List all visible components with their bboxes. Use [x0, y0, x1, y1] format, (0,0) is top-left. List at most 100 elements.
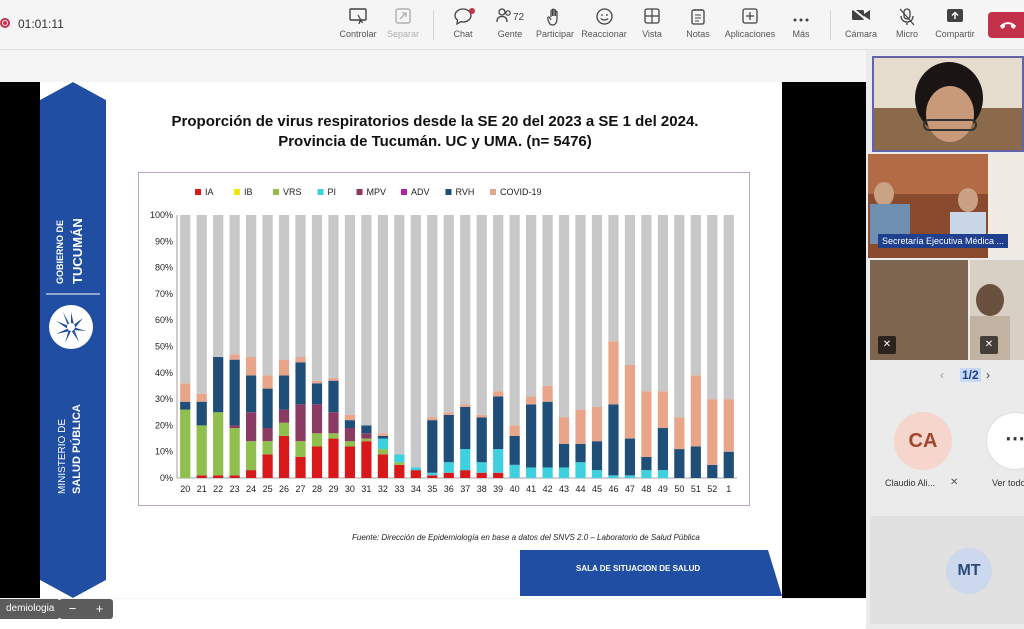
bar-segment [361, 438, 372, 442]
bar-segment [526, 404, 537, 468]
control-icon [332, 8, 384, 28]
video-tile-4[interactable]: ✕ [970, 260, 1024, 360]
bar-segment-rest [213, 215, 224, 358]
bar-segment-rest [246, 215, 257, 358]
legend-label: ADV [411, 187, 430, 197]
grid-icon [626, 8, 678, 28]
more-participants-button[interactable]: ⋯ [986, 412, 1024, 470]
chat-button[interactable]: Chat [437, 8, 489, 46]
raise-hand-icon [529, 8, 581, 28]
bar-segment-rest [410, 215, 421, 468]
gente-button[interactable]: 72 Gente [484, 8, 536, 46]
leave-call-button[interactable] [988, 12, 1024, 38]
people-icon [496, 8, 511, 23]
footer-label: SALA DE SITUACION DE SALUD [576, 564, 701, 573]
video-tile-secretaria[interactable]: Secretaría Ejecutiva Médica ... [868, 154, 1024, 258]
shared-screen: GOBIERNO DE TUCUMÁN MINISTERIO DE SALUD … [0, 82, 866, 598]
bar-segment [344, 414, 356, 421]
zoom-in-button[interactable]: + [95, 601, 104, 616]
document-tab[interactable]: demiologia [0, 599, 61, 619]
bar-segment [180, 409, 191, 478]
x-tick-label: 45 [592, 484, 602, 494]
x-tick-label: 52 [707, 484, 717, 494]
bar-segment [246, 412, 257, 442]
legend-label: IA [205, 187, 214, 197]
bar-segment [394, 462, 405, 465]
bar-segment [361, 433, 372, 439]
notes-icon [672, 8, 724, 28]
next-page-button[interactable]: › [986, 368, 990, 382]
bar-segment [476, 462, 487, 473]
micro-button[interactable]: Micro [881, 8, 933, 46]
bar-segment [246, 470, 257, 478]
x-tick-label: 21 [197, 484, 207, 494]
x-tick-label: 26 [279, 484, 289, 494]
bar-segment-rest [394, 215, 405, 455]
x-tick-label: 27 [296, 484, 306, 494]
bar-segment [591, 406, 603, 442]
mic-off-icon: ✕ [950, 477, 959, 488]
bar-segment [641, 456, 652, 471]
bar-segment-rest [361, 215, 372, 426]
bar-segment [526, 467, 537, 478]
bar-segment [657, 391, 668, 429]
bar-segment [361, 425, 372, 434]
reaccionar-button[interactable]: Reaccionar [578, 8, 630, 46]
bar-segment [641, 470, 652, 478]
compartir-button[interactable]: Compartir [929, 8, 981, 46]
bar-segment [460, 449, 471, 471]
x-tick-label: 37 [460, 484, 470, 494]
mas-button[interactable]: Más [775, 8, 827, 46]
participant-tile-mt[interactable]: MT [870, 516, 1024, 624]
aplicaciones-button[interactable]: Aplicaciones [720, 8, 780, 46]
notas-button[interactable]: Notas [672, 8, 724, 46]
bar-segment [311, 446, 323, 478]
x-tick-label: 25 [263, 484, 273, 494]
bar-segment [262, 441, 273, 455]
bar-segment-rest [196, 215, 207, 394]
bar-segment [723, 451, 734, 478]
y-tick-label: 30% [155, 394, 173, 404]
bar-segment [377, 433, 388, 436]
bar-segment [180, 383, 191, 402]
bar-segment [427, 417, 438, 421]
avatar-ca[interactable]: CA [894, 412, 952, 470]
bar-segment [591, 441, 603, 471]
ver-todo-label[interactable]: Ver todo [992, 478, 1024, 488]
x-tick-label: 47 [625, 484, 635, 494]
footer-banner [520, 550, 782, 596]
x-tick-label: 38 [477, 484, 487, 494]
bar-segment [328, 433, 339, 439]
bar-segment [476, 414, 487, 418]
bar-segment [246, 357, 257, 376]
bar-segment [377, 449, 388, 455]
bar-segment [542, 467, 553, 478]
controlar-button[interactable]: Controlar [332, 8, 384, 46]
legend-label: PI [328, 187, 337, 197]
bar-segment [344, 428, 356, 442]
smiley-icon [578, 8, 630, 28]
vista-button[interactable]: Vista [626, 8, 678, 46]
separar-button[interactable]: Separar [377, 8, 429, 46]
bar-segment [591, 470, 603, 478]
video-tile-3[interactable]: ✕ [870, 260, 968, 360]
y-tick-label: 10% [155, 447, 173, 457]
page-indicator: 1/2 [960, 368, 981, 382]
participar-button[interactable]: Participar [529, 8, 581, 46]
zoom-out-button[interactable]: − [68, 601, 77, 616]
video-tile-speaker[interactable] [872, 56, 1024, 152]
prev-page-button[interactable]: ‹ [940, 368, 944, 382]
bar-segment [690, 375, 701, 447]
x-tick-label: 22 [213, 484, 223, 494]
x-tick-label: 32 [378, 484, 388, 494]
x-tick-label: 50 [674, 484, 684, 494]
x-tick-label: 42 [543, 484, 553, 494]
bar-segment-rest [690, 215, 701, 376]
bar-segment [427, 475, 438, 478]
bar-segment [213, 412, 224, 476]
camara-button[interactable]: Cámara [835, 7, 887, 46]
bar-segment [295, 404, 306, 442]
bar-segment [476, 417, 487, 463]
bar-segment [707, 399, 718, 465]
meeting-toolbar: 01:01:11 Controlar Separar Chat 72 Gente… [0, 0, 1024, 50]
